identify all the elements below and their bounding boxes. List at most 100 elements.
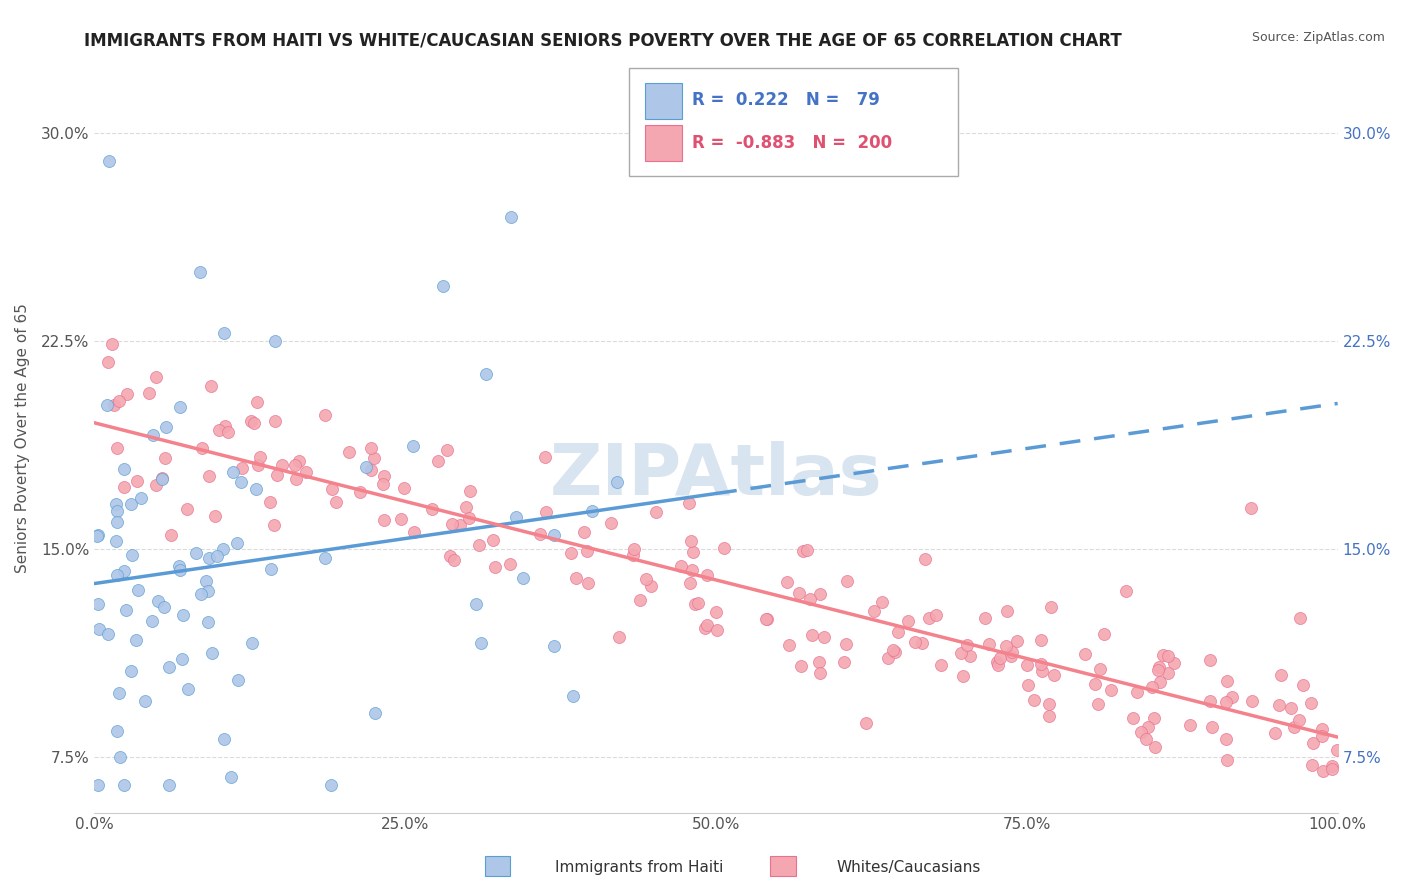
Point (482, 533, 505, 547)
Point (505, 509, 527, 524)
Point (565, 571, 588, 585)
Point (1147, 663, 1170, 677)
Point (249, 450, 271, 465)
Point (1135, 731, 1157, 746)
Point (887, 625, 910, 640)
Point (1024, 692, 1046, 706)
Point (160, 528, 183, 542)
Bar (645, 83, 682, 119)
Point (242, 416, 264, 430)
Point (1299, 696, 1322, 710)
Point (201, 646, 224, 660)
Point (454, 500, 477, 515)
Point (929, 657, 952, 672)
Point (755, 612, 778, 626)
Point (200, 379, 222, 393)
Point (952, 668, 974, 682)
Point (1239, 500, 1261, 515)
Point (371, 476, 394, 491)
Point (1310, 722, 1333, 736)
Point (682, 545, 704, 559)
Point (863, 604, 886, 618)
Point (681, 563, 703, 577)
Point (995, 603, 1018, 617)
Point (1240, 694, 1263, 708)
Text: IMMIGRANTS FROM HAITI VS WHITE/CAUCASIAN SENIORS POVERTY OVER THE AGE OF 65 CORR: IMMIGRANTS FROM HAITI VS WHITE/CAUCASIAN… (84, 31, 1122, 49)
Point (432, 278, 454, 293)
Point (325, 495, 347, 509)
Point (284, 472, 307, 486)
Point (543, 528, 565, 542)
Point (669, 559, 692, 574)
Point (986, 655, 1008, 669)
Point (636, 572, 658, 586)
Point (575, 544, 598, 558)
Point (576, 575, 599, 590)
Point (240, 414, 263, 428)
Point (263, 413, 285, 427)
Point (121, 548, 143, 562)
Point (284, 458, 307, 472)
Point (191, 441, 214, 455)
Bar (645, 126, 682, 161)
Point (125, 633, 148, 648)
Point (959, 648, 981, 663)
Point (581, 504, 603, 518)
Point (1038, 709, 1060, 723)
Point (1149, 674, 1171, 689)
Point (105, 724, 128, 739)
Point (404, 525, 426, 540)
Point (678, 576, 700, 591)
Point (529, 526, 551, 541)
Point (115, 386, 138, 401)
Point (834, 637, 856, 651)
Point (1073, 647, 1095, 661)
Point (600, 516, 623, 530)
Point (204, 509, 226, 524)
Point (704, 605, 727, 619)
Point (1220, 690, 1243, 704)
Point (105, 504, 128, 518)
Y-axis label: Seniors Poverty Over the Age of 65: Seniors Poverty Over the Age of 65 (15, 303, 30, 574)
Point (1289, 611, 1312, 625)
Point (266, 468, 288, 483)
Point (897, 614, 920, 628)
Point (87, 528, 110, 542)
Text: ZIPAtlas: ZIPAtlas (550, 442, 883, 510)
Point (562, 690, 585, 704)
Point (97, 355, 120, 369)
Point (911, 636, 934, 650)
Point (883, 645, 905, 659)
Point (198, 469, 221, 483)
Point (153, 600, 176, 615)
FancyBboxPatch shape (628, 68, 959, 177)
Point (1163, 657, 1185, 671)
Point (688, 597, 710, 611)
Point (105, 515, 128, 529)
Point (787, 586, 810, 600)
Point (270, 458, 292, 472)
Point (1029, 633, 1052, 648)
Point (129, 491, 152, 506)
Point (314, 408, 336, 422)
Point (470, 636, 492, 650)
Point (449, 518, 471, 533)
Point (103, 398, 125, 412)
Point (1292, 678, 1315, 692)
Point (1198, 653, 1220, 667)
Point (1031, 664, 1053, 678)
Point (105, 497, 128, 511)
Point (1310, 729, 1333, 743)
Point (534, 505, 557, 519)
Point (512, 571, 534, 585)
Point (246, 394, 269, 409)
Point (1000, 648, 1022, 663)
Point (1264, 726, 1286, 740)
Point (696, 568, 718, 582)
Point (219, 770, 242, 784)
Point (1087, 697, 1109, 711)
Point (882, 642, 904, 657)
Point (696, 618, 718, 632)
Point (973, 611, 995, 625)
Point (1017, 657, 1039, 672)
